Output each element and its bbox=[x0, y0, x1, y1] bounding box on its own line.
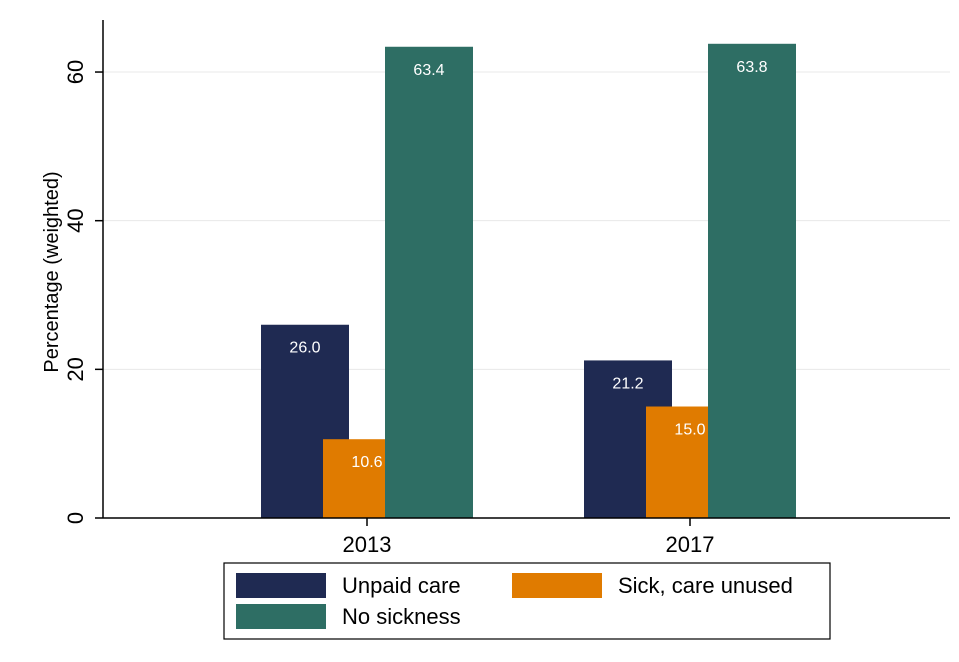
data-labels: 26.0 10.6 63.4 21.2 15.0 63.8 bbox=[289, 59, 767, 471]
x-tick-label: 2013 bbox=[343, 532, 392, 557]
data-label: 63.8 bbox=[736, 59, 767, 76]
legend-label: Sick, care unused bbox=[618, 573, 793, 598]
y-ticks: 0 20 40 60 bbox=[63, 60, 103, 524]
y-tick-label: 40 bbox=[63, 208, 88, 232]
legend: Unpaid care Sick, care unused No sickness bbox=[223, 562, 831, 640]
x-ticks: 2013 2017 bbox=[343, 518, 715, 557]
legend-label: Unpaid care bbox=[342, 573, 461, 598]
data-label: 15.0 bbox=[674, 422, 705, 439]
gridlines bbox=[103, 71, 950, 370]
data-label: 63.4 bbox=[413, 62, 444, 79]
y-tick-label: 0 bbox=[63, 512, 88, 524]
legend-label: No sickness bbox=[342, 604, 461, 629]
y-tick-label: 20 bbox=[63, 357, 88, 381]
data-label: 10.6 bbox=[351, 454, 382, 471]
bar bbox=[708, 43, 796, 519]
data-label: 26.0 bbox=[289, 340, 320, 357]
data-label: 21.2 bbox=[612, 375, 643, 392]
bars bbox=[261, 43, 796, 519]
legend-swatch bbox=[236, 573, 326, 598]
y-axis-title: Percentage (weighted) bbox=[41, 171, 63, 372]
y-tick-label: 60 bbox=[63, 60, 88, 84]
bar bbox=[385, 46, 473, 518]
legend-swatch bbox=[236, 604, 326, 629]
x-tick-label: 2017 bbox=[666, 532, 715, 557]
legend-swatch bbox=[512, 573, 602, 598]
